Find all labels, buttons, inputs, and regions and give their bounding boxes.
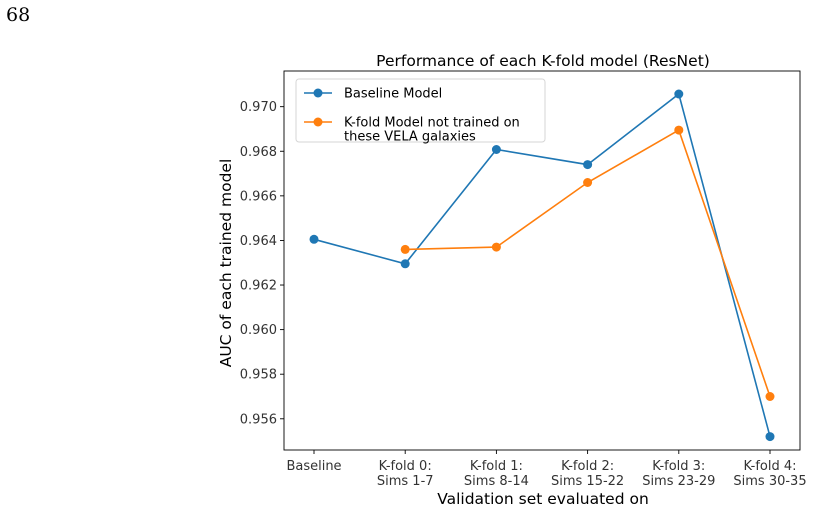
series-1-point <box>583 178 593 187</box>
chart-title: Performance of each K-fold model (ResNet… <box>376 52 710 70</box>
y-tick-label: 0.968 <box>240 145 277 160</box>
x-tick-label: K-fold 4: <box>743 459 796 474</box>
series-1-point <box>765 392 775 401</box>
plot-area: 0.956 0.958 0.960 0.962 0.964 0.966 0.968 0.970… <box>240 70 807 489</box>
x-tick-label: Sims 1-7 <box>377 474 434 489</box>
y-tick-label: 0.964 <box>240 234 277 249</box>
page-number: 68 <box>6 4 31 26</box>
series-1-point <box>674 125 684 135</box>
x-tick-label: K-fold 2: <box>561 459 614 474</box>
legend-box <box>295 78 546 143</box>
x-tick-label: K-fold 1: <box>470 459 523 474</box>
x-tick-label: K-fold 0: <box>379 459 432 474</box>
y-tick-label: 0.962 <box>240 279 277 294</box>
legend-label: Baseline Model <box>344 87 442 102</box>
plot-frame <box>283 70 801 451</box>
x-axis-label: Validation set evaluated on <box>437 490 649 508</box>
x-tick-label: Sims 15-22 <box>551 474 624 489</box>
series-0-point <box>583 160 593 170</box>
legend-marker-0 <box>313 88 323 98</box>
y-tick-label: 0.956 <box>240 412 277 427</box>
legend-label: these VELA galaxies <box>344 130 476 145</box>
series-0-point <box>765 432 775 442</box>
legend-marker-1 <box>313 117 323 127</box>
series-1-point <box>400 244 410 254</box>
y-axis-label: AUC of each trained model <box>217 159 235 368</box>
series-0-point <box>309 234 319 244</box>
y-tick-label: 0.966 <box>240 189 277 204</box>
y-tick-label: 0.970 <box>240 100 277 115</box>
series-line-0 <box>313 92 771 437</box>
series-0-point <box>491 145 501 154</box>
x-tick-label: Sims 30-35 <box>733 474 806 489</box>
series-0-point <box>674 89 684 99</box>
x-tick-label: Baseline <box>286 459 341 474</box>
series-1-point <box>491 242 501 252</box>
series-0-point <box>400 259 410 269</box>
x-tick-label: Sims 8-14 <box>464 474 529 489</box>
x-tick-label: K-fold 3: <box>652 459 705 474</box>
y-tick-label: 0.960 <box>240 323 277 338</box>
y-tick-label: 0.958 <box>240 368 277 383</box>
series-line-1 <box>405 128 771 397</box>
legend-label: K-fold Model not trained on <box>344 116 520 131</box>
x-tick-label: Sims 23-29 <box>642 474 715 489</box>
